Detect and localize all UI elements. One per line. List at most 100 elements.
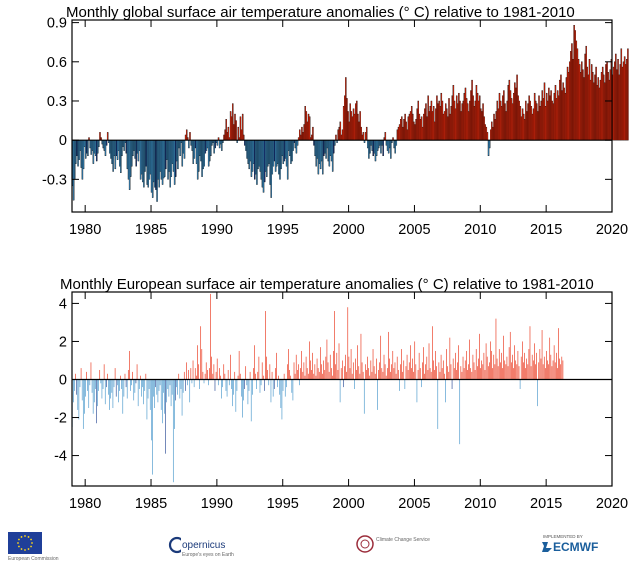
bar: [389, 358, 390, 380]
bar: [307, 373, 309, 380]
bar: [270, 379, 272, 403]
bar: [515, 360, 517, 380]
bar: [457, 362, 458, 380]
bar: [213, 364, 215, 380]
bar: [84, 379, 85, 414]
bar: [459, 379, 461, 445]
bar: [317, 368, 319, 380]
bar: [133, 379, 135, 401]
x-tick-label: 2010: [464, 496, 496, 512]
bar: [440, 354, 442, 380]
bar: [343, 379, 344, 388]
bar: [196, 375, 197, 380]
bar: [199, 379, 200, 389]
c3s-wordmark: Climate Change Service: [376, 537, 430, 543]
bar: [190, 368, 192, 380]
global-chart-plot-area: 0.9 0.6 0.3 0 -0.3 1980 1985 1990 1995 2000 2005 20…: [42, 16, 629, 238]
bar: [432, 326, 433, 380]
europe-chart-title: Monthly European surface air temperature…: [60, 276, 594, 293]
bar: [121, 379, 122, 389]
bar: [403, 360, 405, 380]
bar: [254, 345, 255, 380]
bar: [394, 362, 396, 380]
bar: [88, 379, 90, 409]
bar: [135, 379, 137, 384]
bar: [508, 347, 510, 380]
bar: [519, 379, 521, 389]
bar: [488, 139, 491, 149]
bar: [502, 368, 503, 380]
bar: [312, 126, 314, 141]
bar: [397, 369, 399, 380]
bar: [336, 352, 338, 380]
bar: [473, 362, 475, 380]
bar: [300, 368, 301, 380]
bar: [209, 368, 210, 380]
bar: [130, 379, 131, 391]
bar: [268, 379, 270, 386]
bar: [477, 366, 478, 380]
bar: [193, 379, 195, 388]
bar: [189, 379, 191, 403]
x-tick-label: 2015: [530, 222, 562, 238]
bar: [425, 364, 427, 380]
bar: [280, 379, 282, 409]
bar: [445, 379, 446, 403]
bar: [215, 371, 217, 380]
eu-star-icon: [31, 542, 33, 544]
bar: [138, 379, 140, 389]
bar: [108, 379, 109, 395]
bar: [316, 358, 318, 380]
x-tick-label: 2015: [530, 496, 562, 512]
bar: [304, 375, 306, 380]
bar: [470, 368, 472, 380]
bar: [185, 379, 186, 391]
bar: [227, 369, 229, 380]
bar: [259, 379, 261, 393]
bar: [489, 362, 490, 380]
bar: [181, 379, 183, 416]
bar: [198, 364, 199, 380]
bar: [237, 375, 239, 380]
bar: [265, 311, 266, 380]
bar: [129, 350, 130, 380]
bar: [332, 375, 333, 380]
bar: [272, 379, 274, 397]
plot-frame: [71, 291, 613, 487]
plot-frame: [71, 19, 613, 213]
y-tick-label: -4: [54, 449, 67, 465]
bar: [427, 369, 429, 380]
bar: [125, 379, 127, 388]
bar: [216, 139, 219, 146]
bar: [352, 362, 354, 380]
ecmwf-mark-icon: [542, 542, 552, 552]
bar: [382, 139, 384, 157]
bar: [448, 371, 450, 380]
bar: [400, 364, 401, 380]
bar: [365, 364, 366, 380]
bar: [122, 379, 124, 414]
bar: [384, 132, 387, 141]
bar: [498, 349, 500, 380]
eu-star-icon: [24, 549, 26, 551]
bar: [221, 379, 222, 399]
eu-star-icon: [30, 538, 32, 541]
bar: [136, 364, 138, 380]
bar: [315, 375, 317, 380]
bar: [435, 350, 436, 380]
bar: [180, 379, 182, 389]
bar: [81, 379, 83, 401]
bar: [449, 337, 451, 380]
bar: [483, 352, 485, 380]
c3s-logo: Climate Change Service: [356, 535, 430, 553]
bar: [132, 371, 133, 380]
bar: [447, 366, 448, 380]
bar: [406, 354, 408, 380]
bar: [163, 379, 164, 393]
bar: [464, 360, 466, 380]
bar: [288, 349, 289, 380]
bar: [258, 356, 260, 380]
bar: [242, 379, 243, 418]
bar: [559, 358, 560, 380]
